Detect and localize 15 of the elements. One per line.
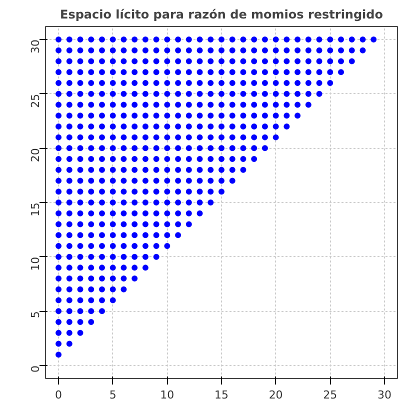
x-tick-label: 15 (214, 388, 228, 402)
x-tick-label: 10 (160, 388, 174, 402)
x-tick-label: 0 (55, 388, 62, 402)
y-tick-label: 15 (29, 202, 42, 216)
y-tick-label: 20 (29, 148, 42, 162)
y-tick-label: 5 (29, 311, 42, 318)
y-tick-label: 25 (29, 94, 42, 108)
chart-title: Espacio lícito para razón de momios restringido (60, 8, 384, 22)
x-tick-label: 25 (323, 388, 338, 402)
y-tick-label: 0 (29, 365, 42, 372)
x-tick-label: 30 (377, 388, 392, 402)
x-tick-label: 20 (268, 388, 283, 402)
y-tick-label: 30 (29, 40, 42, 54)
y-tick-label: 10 (29, 256, 42, 271)
x-tick-label: 5 (109, 388, 116, 402)
